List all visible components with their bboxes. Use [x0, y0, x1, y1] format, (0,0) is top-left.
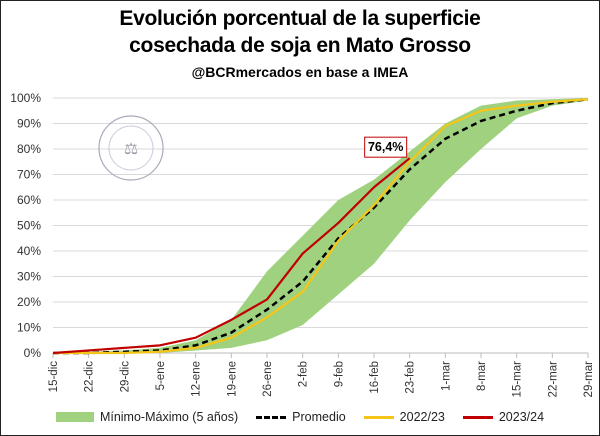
- y-tick-label: 100%: [10, 91, 41, 105]
- x-tick-label: 16-feb: [369, 361, 381, 394]
- legend-label: Mínimo-Máximo (5 años): [99, 410, 239, 424]
- legend: Mínimo-Máximo (5 años) Promedio 2022/23 …: [1, 410, 599, 424]
- chart-subtitle: @BCRmercados en base a IMEA: [191, 64, 409, 80]
- series-line-2022-23: [53, 98, 589, 355]
- legend-item-promedio: Promedio: [256, 410, 346, 424]
- x-tick-label: 15-dic: [48, 361, 60, 393]
- x-tick-label: 19-ene: [226, 361, 238, 397]
- y-tick-label: 90%: [17, 117, 41, 131]
- legend-item-2022-23: 2022/23: [363, 410, 445, 424]
- y-tick-label: 40%: [17, 244, 41, 258]
- x-tick-label: 12-ene: [191, 361, 203, 397]
- watermark-seal: ⚖: [98, 115, 164, 181]
- x-tick-label: 29-mar: [583, 361, 595, 398]
- y-tick-label: 80%: [17, 142, 41, 156]
- annotation-box: [364, 136, 408, 158]
- x-tick-label: 2-feb: [298, 361, 310, 387]
- x-tick-label: 22-dic: [84, 361, 96, 393]
- legend-item-band: Mínimo-Máximo (5 años): [55, 410, 239, 424]
- svg-text:⚖: ⚖: [124, 141, 138, 158]
- legend-swatch-promedio: [256, 415, 287, 419]
- x-tick-label: 15-mar: [512, 361, 524, 398]
- y-tick-label: 50%: [17, 219, 41, 233]
- y-tick-label: 0%: [24, 346, 42, 360]
- x-tick-label: 26-ene: [262, 361, 274, 397]
- legend-label: Promedio: [292, 410, 346, 424]
- x-tick-label: 22-mar: [547, 361, 559, 398]
- x-tick-label: 9-feb: [333, 361, 345, 387]
- chart-title: Evolución porcentual de la superficie: [119, 7, 481, 30]
- series-line-2023-24: [52, 157, 411, 355]
- y-tick-label: 10%: [17, 321, 41, 335]
- legend-item-2023-24: 2023/24: [462, 410, 545, 424]
- x-tick-label: 1-mar: [440, 361, 452, 391]
- legend-label: 2022/23: [399, 410, 445, 424]
- y-tick-label: 20%: [17, 295, 41, 309]
- y-tick-label: 60%: [17, 193, 41, 207]
- x-tick-label: 23-feb: [405, 361, 417, 394]
- legend-swatch-2022-23: [363, 415, 394, 419]
- y-tick-label: 70%: [17, 168, 41, 182]
- min-max-band: [53, 98, 588, 353]
- x-tick-label: 8-mar: [476, 361, 488, 391]
- chart-title-line2: cosechada de soja en Mato Grosso: [129, 34, 471, 57]
- legend-swatch-band: [55, 412, 94, 422]
- x-tick-label: 5-ene: [155, 361, 167, 390]
- y-tick-label: 30%: [17, 270, 41, 284]
- legend-label: 2023/24: [498, 410, 545, 424]
- legend-swatch-2023-24: [462, 415, 493, 419]
- x-tick-label: 29-dic: [119, 361, 131, 393]
- annotation-label: 76,4%: [368, 140, 403, 154]
